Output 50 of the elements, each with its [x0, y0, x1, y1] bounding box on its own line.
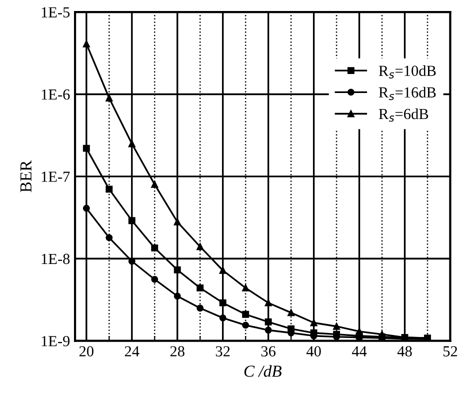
point	[106, 94, 113, 102]
point	[242, 310, 250, 318]
point	[196, 243, 204, 250]
point	[219, 314, 226, 322]
point	[242, 322, 250, 329]
point	[288, 309, 295, 316]
point	[106, 234, 113, 242]
x-axis-title: C /dB	[244, 365, 282, 377]
x-tick-label: 20	[79, 346, 94, 356]
point	[356, 328, 363, 335]
point	[264, 326, 272, 334]
point	[242, 284, 250, 292]
point	[174, 218, 181, 226]
point	[128, 140, 136, 148]
x-tick-label: 52	[443, 346, 458, 356]
point	[264, 299, 272, 306]
point	[219, 299, 226, 306]
point	[196, 304, 204, 312]
point	[82, 144, 90, 152]
point	[151, 276, 158, 283]
x-tick-label: 36	[261, 346, 276, 356]
y-tick-label: 1E-9	[42, 336, 70, 346]
point	[333, 322, 340, 330]
point	[264, 318, 272, 326]
point	[196, 284, 204, 292]
legend-label: R$_{s}$=10dB	[378, 65, 436, 78]
point	[82, 40, 90, 48]
point	[174, 292, 181, 300]
point	[151, 180, 158, 188]
point	[174, 266, 181, 274]
point	[128, 217, 136, 224]
x-tick-label: 40	[306, 346, 321, 356]
x-tick-label: 44	[352, 346, 367, 356]
point	[310, 319, 318, 326]
y-tick-label: 1E-7	[42, 172, 70, 182]
point	[151, 244, 158, 252]
x-tick-label: 28	[170, 346, 184, 356]
x-tick-label: 48	[397, 346, 412, 356]
y-tick-label: 1E-8	[42, 254, 70, 264]
y-tick-label: 1E-5	[42, 7, 70, 18]
x-tick-label: 32	[216, 346, 230, 356]
y-tick-label: 1E-6	[42, 89, 70, 100]
x-tick-label: 24	[124, 346, 140, 356]
legend-label: R$_{s}$=16dB	[378, 86, 436, 100]
legend-label: R$_{s}$=6dB	[378, 108, 428, 122]
point	[106, 186, 113, 193]
point	[82, 204, 90, 212]
point	[128, 258, 136, 265]
point	[219, 266, 226, 274]
y-axis-title: BER	[20, 160, 32, 192]
